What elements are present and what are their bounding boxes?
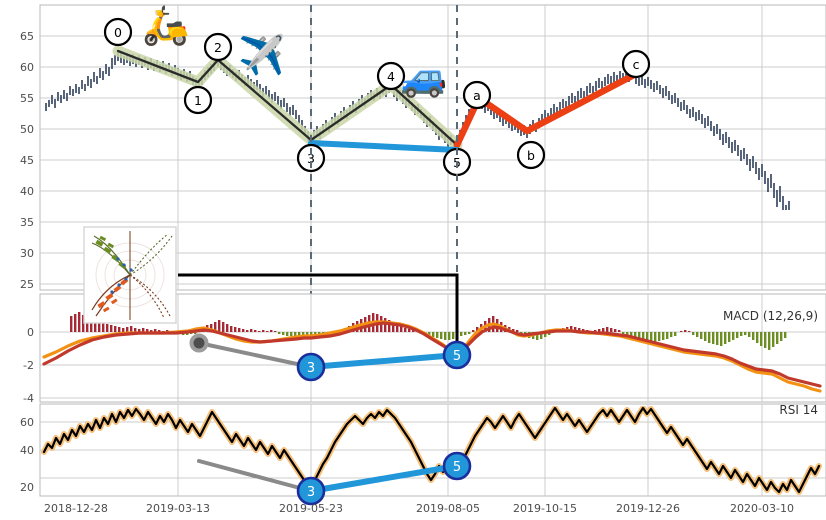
elliott-impulse-line — [116, 49, 459, 147]
macd-marker-5[interactable]: 5 — [442, 340, 472, 370]
rsi-marker-label: 3 — [307, 485, 315, 500]
wave-marker-1[interactable]: 1 — [183, 85, 213, 115]
ytick-label: 30 — [20, 247, 34, 260]
xtick-label: 2019-08-05 — [416, 502, 480, 515]
xtick-label: 2019-05-23 — [279, 502, 343, 515]
ytick-label: -2 — [23, 359, 34, 372]
rsi-marker-5[interactable]: 5 — [442, 451, 472, 481]
elliott-corrective-line — [453, 70, 640, 149]
macd-ytick-labels: 0 -2 -4 — [23, 326, 34, 405]
ytick-label: 45 — [20, 154, 34, 167]
macd-marker-label: 5 — [453, 349, 461, 364]
wave-marker-0[interactable]: 0 — [103, 17, 133, 47]
wave-marker-2[interactable]: 2 — [203, 32, 233, 62]
rsi-panel: 60 40 20 3 5 RSI 14 — [20, 403, 826, 506]
airplane-emoji: ✈️ — [238, 33, 286, 77]
price-ytick-labels: 65 60 55 50 45 40 35 30 25 — [20, 30, 34, 291]
wave-marker-3[interactable]: 3 — [296, 143, 326, 173]
ytick-label: 40 — [20, 444, 34, 457]
rsi-marker-label: 5 — [453, 460, 461, 475]
xtick-label: 2019-10-15 — [513, 502, 577, 515]
rsi-line — [42, 406, 821, 494]
rsi-trend-line — [197, 459, 313, 493]
xtick-label: 2019-03-13 — [146, 502, 210, 515]
xtick-labels: 2018-12-28 2019-03-13 2019-05-23 2019-08… — [44, 502, 794, 515]
ytick-label: 60 — [20, 61, 34, 74]
ytick-label: 65 — [20, 30, 34, 43]
ytick-label: 55 — [20, 92, 34, 105]
ytick-label: 0 — [27, 326, 34, 339]
ytick-label: -4 — [23, 392, 34, 405]
wave-label: 1 — [194, 93, 202, 108]
wave-label: 0 — [114, 25, 122, 40]
macd-marker-label: 3 — [307, 361, 315, 376]
wave-label: a — [473, 88, 481, 103]
inset-thumbnail[interactable] — [83, 226, 177, 324]
scooter-emoji: 🛵 — [142, 3, 190, 47]
ytick-label: 50 — [20, 123, 34, 136]
ytick-label: 60 — [20, 416, 34, 429]
macd-marker-3[interactable]: 3 — [296, 352, 326, 382]
macd-divergence-line — [308, 352, 460, 370]
wave-marker-b[interactable]: b — [516, 140, 546, 170]
wave-labels-corrective: a b c — [462, 49, 651, 170]
rsi-divergence-line — [308, 463, 460, 494]
rsi-series-group — [41, 406, 822, 495]
wave-label: 3 — [307, 151, 315, 166]
xtick-label: 2020-03-10 — [730, 502, 794, 515]
wave-marker-4[interactable]: 4 — [376, 61, 406, 91]
wave-marker-a[interactable]: a — [462, 80, 492, 110]
xtick-label: 2018-12-28 — [44, 502, 108, 515]
xtick-label: 2019-12-26 — [616, 502, 680, 515]
ytick-label: 35 — [20, 216, 34, 229]
ytick-label: 25 — [20, 278, 34, 291]
macd-connector-line — [178, 273, 459, 355]
wave-marker-c[interactable]: c — [621, 49, 651, 79]
wave-label: 4 — [387, 69, 395, 84]
macd-trend-line — [197, 341, 313, 369]
wave-label: c — [633, 57, 640, 72]
ytick-label: 20 — [20, 481, 34, 494]
rsi-marker-3[interactable]: 3 — [296, 476, 326, 506]
rsi-ytick-labels: 60 40 20 — [20, 416, 34, 494]
wave-label: 2 — [214, 40, 222, 55]
ytick-label: 40 — [20, 185, 34, 198]
car-emoji: 🚙 — [400, 55, 448, 99]
rsi-panel-label: RSI 14 — [779, 403, 818, 417]
price-divergence-line — [308, 140, 460, 153]
macd-trend-dot — [189, 333, 209, 353]
macd-line — [42, 321, 822, 388]
macd-panel-label: MACD (12,26,9) — [723, 309, 818, 323]
wave-label: b — [527, 148, 535, 163]
